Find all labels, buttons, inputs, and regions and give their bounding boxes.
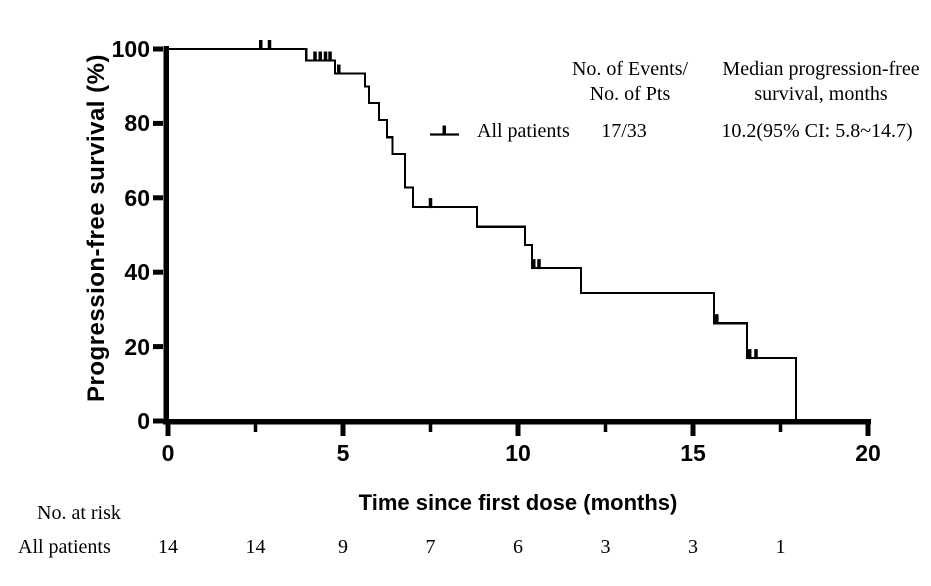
censor-tick [267,40,272,50]
x-tick-label-10: 10 [505,440,531,466]
risk-count: 14 [245,536,266,558]
km-curve-all-patients [168,47,797,421]
censor-tick [532,259,536,270]
x-axis-title: Time since first dose (months) [358,490,678,515]
y-major-tick [153,418,163,424]
censor-tick [747,349,752,360]
y-major-tick [153,120,163,126]
y-tick-label-60: 60 [124,184,150,211]
censor-tick [537,259,541,270]
y-tick-label-80: 80 [124,110,150,137]
x-minor-tick [778,424,783,432]
risk-count: 3 [688,536,698,558]
median-column-header: Median progression-free survival, months [722,57,919,107]
x-major-tick [515,424,521,436]
median-header-line2: survival, months [754,83,888,105]
censor-tick [428,198,433,209]
censor-tick [318,51,322,62]
x-major-tick [690,424,696,436]
x-minor-tick [428,424,433,432]
censor-tick [754,349,758,360]
risk-count: 9 [338,536,348,558]
x-major-tick [865,424,871,436]
y-tick-label-20: 20 [124,333,150,360]
x-major-tick [340,424,346,436]
y-major-tick [153,195,163,201]
y-axis-line [163,46,169,425]
x-axis-line [163,419,871,425]
x-tick-label-5: 5 [336,440,350,466]
risk-count: 7 [425,536,436,558]
events-column-header: No. of Events/ No. of Pts [572,57,688,107]
y-tick-label-100: 100 [111,36,150,62]
y-major-tick [153,344,163,350]
y-major-tick [153,269,163,275]
censor-tick [323,51,328,62]
x-tick-label-20: 20 [855,440,881,466]
censor-tick [313,51,317,62]
y-tick-label-40: 40 [124,259,150,286]
censor-tick [715,314,719,325]
legend-median-value: 10.2(95% CI: 5.8~14.7) [721,120,913,142]
x-major-tick [165,424,171,436]
risk-count: 6 [513,536,523,558]
risk-table-title: No. at risk [37,502,121,524]
risk-count: 14 [158,536,178,558]
x-minor-tick [253,424,258,432]
x-tick-label-15: 15 [680,440,706,466]
events-header-line2: No. of Pts [589,83,671,105]
y-major-tick [153,46,163,52]
risk-row-label: All patients [18,536,111,558]
risk-count: 1 [775,536,786,558]
censor-tick [259,40,263,50]
y-tick-label-0: 0 [137,408,150,434]
legend-censor-tick-icon [442,125,446,136]
legend-events-value: 17/33 [601,120,647,142]
legend-series-label: All patients [477,120,570,142]
censor-tick [328,51,332,62]
x-minor-tick [603,424,608,432]
x-tick-label-0: 0 [161,440,175,466]
censor-tick [337,64,341,75]
events-header-line1: No. of Events/ [571,58,689,80]
median-header-line1: Median progression-free [722,58,920,80]
risk-count: 3 [600,536,611,558]
